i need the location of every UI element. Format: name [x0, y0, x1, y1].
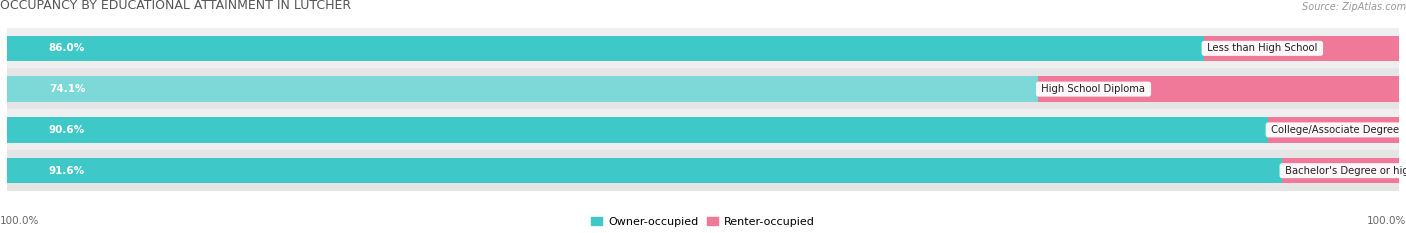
Text: 91.6%: 91.6%	[49, 166, 84, 176]
Text: College/Associate Degree: College/Associate Degree	[1268, 125, 1402, 135]
FancyBboxPatch shape	[7, 27, 1399, 69]
Bar	[7, 36, 1204, 61]
Text: Source: ZipAtlas.com: Source: ZipAtlas.com	[1302, 2, 1406, 12]
FancyBboxPatch shape	[7, 68, 1399, 110]
Text: OCCUPANCY BY EDUCATIONAL ATTAINMENT IN LUTCHER: OCCUPANCY BY EDUCATIONAL ATTAINMENT IN L…	[0, 0, 352, 12]
Text: High School Diploma: High School Diploma	[1039, 84, 1149, 94]
Bar	[1039, 76, 1399, 102]
FancyBboxPatch shape	[7, 109, 1399, 151]
Bar	[1282, 158, 1399, 183]
Bar	[7, 76, 1039, 102]
Bar	[7, 158, 1282, 183]
Text: Less than High School: Less than High School	[1204, 43, 1320, 53]
Text: Bachelor's Degree or higher: Bachelor's Degree or higher	[1282, 166, 1406, 176]
Text: 86.0%: 86.0%	[49, 43, 84, 53]
Text: 100.0%: 100.0%	[0, 216, 39, 226]
FancyBboxPatch shape	[7, 150, 1399, 192]
Legend: Owner-occupied, Renter-occupied: Owner-occupied, Renter-occupied	[586, 212, 820, 231]
Bar	[1268, 117, 1399, 143]
Bar	[7, 117, 1268, 143]
Text: 74.1%: 74.1%	[49, 84, 86, 94]
Text: 100.0%: 100.0%	[1367, 216, 1406, 226]
Bar	[1204, 36, 1399, 61]
Text: 90.6%: 90.6%	[49, 125, 84, 135]
